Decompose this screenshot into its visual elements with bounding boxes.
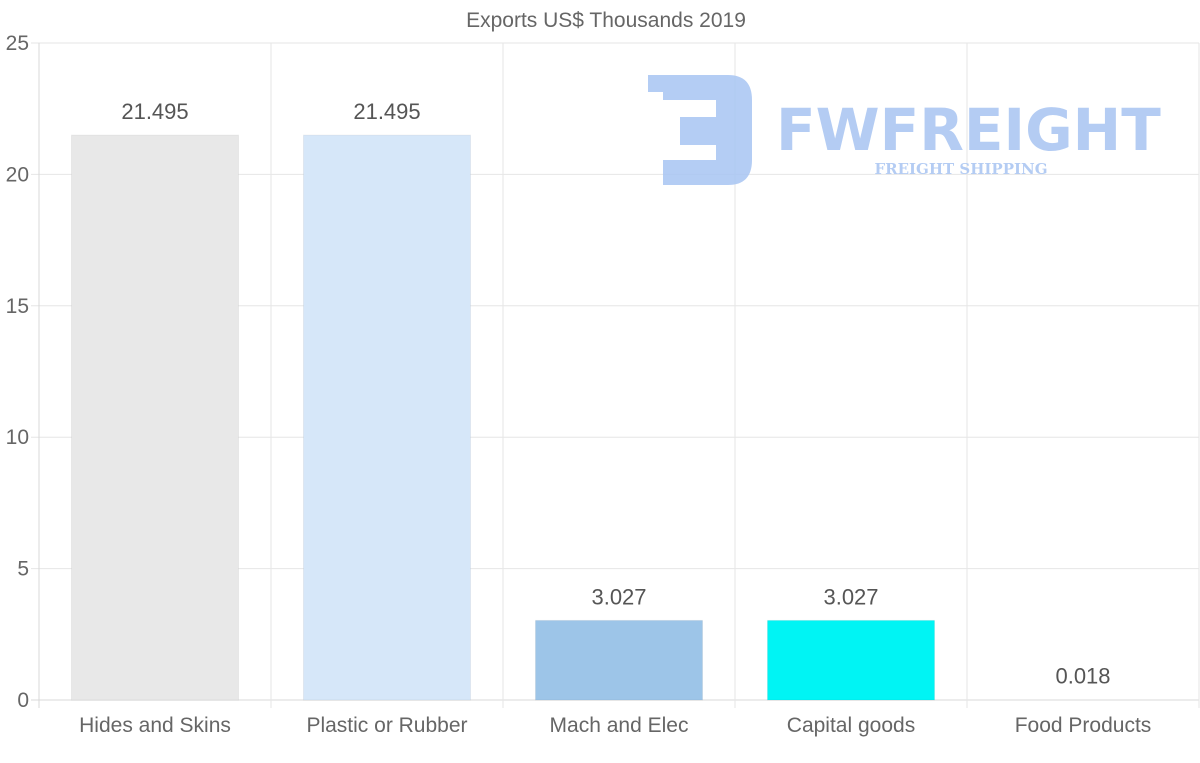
x-axis-categories: Hides and Skins Plastic or Rubber Mach and… — [79, 714, 1151, 737]
y-tick-label: 10 — [6, 426, 29, 449]
x-category-label: Plastic or Rubber — [306, 714, 467, 737]
x-category-label: Mach and Elec — [550, 714, 689, 737]
chart-title: Exports US$ Thousands 2019 — [466, 9, 746, 32]
bar[interactable] — [534, 619, 704, 701]
fwfreight-logo-icon — [648, 75, 752, 185]
bar-value-label: 3.027 — [823, 584, 878, 609]
bar-value-label: 3.027 — [591, 584, 646, 609]
y-tick-label: 5 — [17, 558, 29, 581]
x-category-label: Hides and Skins — [79, 714, 231, 737]
bar[interactable] — [70, 134, 240, 701]
watermark: FWFREIGHT FREIGHT SHIPPING — [648, 75, 1161, 185]
x-category-label: Capital goods — [787, 714, 915, 737]
watermark-brand: FWFREIGHT — [776, 96, 1161, 164]
bar[interactable] — [302, 134, 472, 701]
bars — [70, 134, 936, 701]
y-tick-label: 0 — [17, 689, 29, 712]
data-labels: 21.495 21.495 3.027 3.027 0.018 — [121, 99, 1110, 688]
x-category-label: Food Products — [1015, 714, 1152, 737]
y-tick-label: 25 — [6, 32, 29, 55]
bar-value-label: 0.018 — [1055, 664, 1110, 689]
y-axis-ticks: 0 5 10 15 20 25 — [6, 32, 29, 712]
bar[interactable] — [766, 619, 936, 701]
y-tick-label: 20 — [6, 163, 29, 186]
watermark-tagline: FREIGHT SHIPPING — [874, 160, 1047, 178]
bar-value-label: 21.495 — [353, 99, 420, 124]
bar-value-label: 21.495 — [121, 99, 188, 124]
y-tick-label: 15 — [6, 295, 29, 318]
